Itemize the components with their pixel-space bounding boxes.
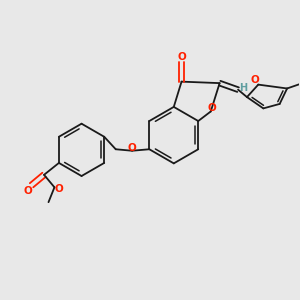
- Text: O: O: [250, 75, 259, 85]
- Text: H: H: [239, 83, 247, 93]
- Text: O: O: [127, 143, 136, 153]
- Text: O: O: [177, 52, 186, 62]
- Text: O: O: [208, 103, 217, 113]
- Text: O: O: [24, 186, 32, 196]
- Text: O: O: [55, 184, 63, 194]
